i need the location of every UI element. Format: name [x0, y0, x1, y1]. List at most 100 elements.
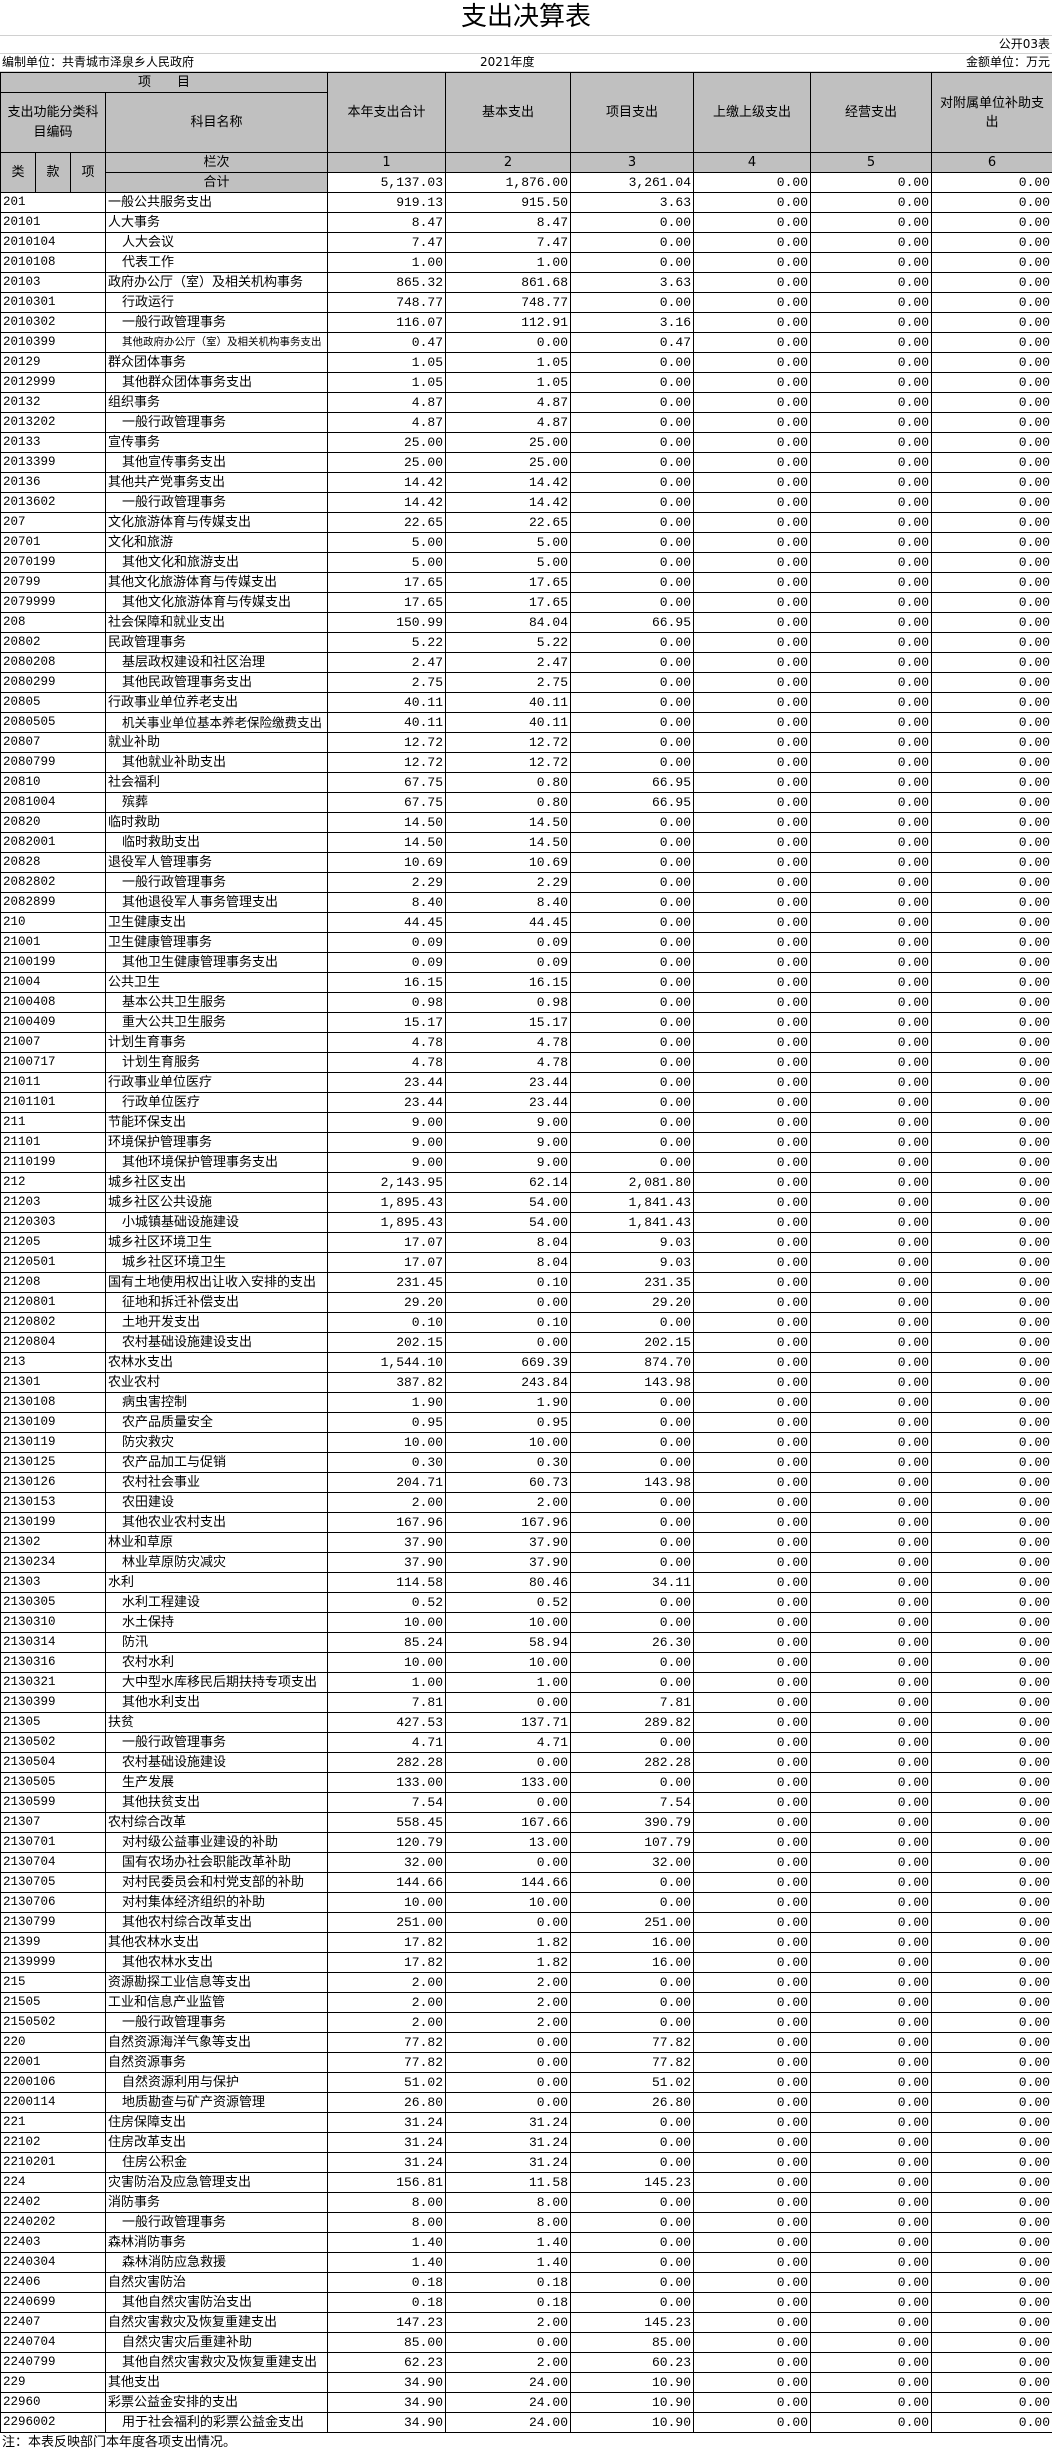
cell-code: 21011	[0, 1072, 106, 1093]
cell-subsidy: 0.00	[931, 632, 1052, 653]
table-row: 2010399 其他政府办公厅（室）及相关机构事务支出 0.47 0.00 0.47 0.…	[0, 332, 1052, 353]
cell-name: 城乡社区环境卫生	[104, 1252, 329, 1273]
cell-name: 防汛	[104, 1632, 329, 1653]
cell-basic: 0.00	[445, 332, 572, 353]
cell-operating: 0.00	[810, 612, 933, 633]
cell-operating: 0.00	[810, 1152, 933, 1173]
cell-basic: 0.00	[445, 1292, 572, 1313]
cell-basic: 133.00	[445, 1772, 572, 1793]
cell-total: 7.54	[327, 1792, 447, 1813]
cell-total: 147.23	[327, 2312, 447, 2333]
cell-name: 其他退役军人事务管理支出	[104, 892, 329, 913]
table-row: 2079999 其他文化旅游体育与传媒支出 17.65 17.65 0.00 0.00 0.…	[0, 592, 1052, 613]
cell-subsidy: 0.00	[931, 312, 1052, 333]
cell-basic: 0.00	[445, 2052, 572, 2073]
cell-basic: 14.50	[445, 812, 572, 833]
cell-operating: 0.00	[810, 2312, 933, 2333]
cell-remit: 0.00	[693, 732, 812, 753]
cell-name: 住房保障支出	[104, 2112, 329, 2133]
cell-name: 民政管理事务	[104, 632, 329, 653]
table-row: 201 一般公共服务支出 919.13 915.50 3.63 0.00 0.00 0.00	[0, 192, 1052, 213]
cell-project: 0.00	[570, 892, 695, 913]
cell-code: 20828	[0, 852, 106, 873]
table-row: 22102 住房改革支出 31.24 31.24 0.00 0.00 0.00 0.00	[0, 2132, 1052, 2153]
cell-total: 2.00	[327, 1492, 447, 1513]
cell-operating: 0.00	[810, 332, 933, 353]
header-lei: 类	[0, 152, 36, 193]
cell-operating: 0.00	[810, 1672, 933, 1693]
cell-operating: 0.00	[810, 1392, 933, 1413]
cell-remit: 0.00	[693, 932, 812, 953]
cell-subsidy: 0.00	[931, 1292, 1052, 1313]
cell-code: 2130316	[0, 1652, 106, 1673]
cell-subsidy: 0.00	[931, 2272, 1052, 2293]
cell-name: 一般行政管理事务	[104, 412, 329, 433]
cell-remit: 0.00	[693, 412, 812, 433]
cell-remit: 0.00	[693, 2052, 812, 2073]
cell-code: 2130505	[0, 1772, 106, 1793]
cell-basic: 15.17	[445, 1012, 572, 1033]
cell-total: 40.11	[327, 712, 447, 733]
cell-operating: 0.00	[810, 2212, 933, 2233]
cell-total: 85.24	[327, 1632, 447, 1653]
table-row: 2080299 其他民政管理事务支出 2.75 2.75 0.00 0.00 0.00 0.0…	[0, 672, 1052, 693]
cell-name: 其他卫生健康管理事务支出	[104, 952, 329, 973]
cell-code: 221	[0, 2112, 106, 2133]
cell-subsidy: 0.00	[931, 2212, 1052, 2233]
cell-name: 一般行政管理事务	[104, 2212, 329, 2233]
cell-operating: 0.00	[810, 952, 933, 973]
table-row: 20820 临时救助 14.50 14.50 0.00 0.00 0.00 0.00	[0, 812, 1052, 833]
cell-subsidy: 0.00	[931, 252, 1052, 273]
cell-remit: 0.00	[693, 2152, 812, 2173]
cell-remit: 0.00	[693, 1312, 812, 1333]
cell-name: 对村级公益事业建设的补助	[104, 1832, 329, 1853]
cell-code: 220	[0, 2032, 106, 2053]
table-row: 2082899 其他退役军人事务管理支出 8.40 8.40 0.00 0.00 0.00 0…	[0, 892, 1052, 913]
table-row: 21007 计划生育事务 4.78 4.78 0.00 0.00 0.00 0.00	[0, 1032, 1052, 1053]
cell-total: 77.82	[327, 2032, 447, 2053]
cell-name: 农村基础设施建设支出	[104, 1332, 329, 1353]
cell-operating: 0.00	[810, 572, 933, 593]
cell-name: 彩票公益金安排的支出	[104, 2392, 329, 2413]
cell-remit: 0.00	[693, 232, 812, 253]
cell-operating: 0.00	[810, 2232, 933, 2253]
cell-total: 2.29	[327, 872, 447, 893]
table-row: 2101101 行政单位医疗 23.44 23.44 0.00 0.00 0.00 0.00	[0, 1092, 1052, 1113]
table-row: 2240304 森林消防应急救援 1.40 1.40 0.00 0.00 0.00 0.00	[0, 2252, 1052, 2273]
header-col-project: 项目支出	[570, 72, 695, 153]
page-title: 支出决算表	[0, 0, 1052, 36]
table-row: 20701 文化和旅游 5.00 5.00 0.00 0.00 0.00 0.00	[0, 532, 1052, 553]
cell-basic: 0.10	[445, 1272, 572, 1293]
cell-total: 4.71	[327, 1732, 447, 1753]
cell-remit: 0.00	[693, 1752, 812, 1773]
header-col-basic: 基本支出	[445, 72, 572, 153]
cell-name: 文化旅游体育与传媒支出	[104, 512, 329, 533]
total-value: 1,876.00	[445, 172, 572, 193]
cell-total: 1.00	[327, 1672, 447, 1693]
cell-total: 31.24	[327, 2152, 447, 2173]
cell-name: 工业和信息产业监管	[104, 1992, 329, 2013]
cell-code: 2010108	[0, 252, 106, 273]
cell-name: 机关事业单位基本养老保险缴费支出	[104, 712, 329, 733]
cell-code: 22001	[0, 2052, 106, 2073]
cell-basic: 0.00	[445, 1912, 572, 1933]
table-row: 2130504 农村基础设施建设 282.28 0.00 282.28 0.00 0.00 0…	[0, 1752, 1052, 1773]
cell-total: 17.07	[327, 1252, 447, 1273]
cell-remit: 0.00	[693, 1232, 812, 1253]
table-row: 2130316 农村水利 10.00 10.00 0.00 0.00 0.00 0.00	[0, 1652, 1052, 1673]
cell-name: 林业草原防灾减灾	[104, 1552, 329, 1573]
cell-subsidy: 0.00	[931, 672, 1052, 693]
cell-name: 扶贫	[104, 1712, 329, 1733]
cell-name: 临时救助支出	[104, 832, 329, 853]
cell-remit: 0.00	[693, 1092, 812, 1113]
cell-remit: 0.00	[693, 792, 812, 813]
cell-name: 农村基础设施建设	[104, 1752, 329, 1773]
table-row: 2010301 行政运行 748.77 748.77 0.00 0.00 0.00 0.00	[0, 292, 1052, 313]
table-row: 21101 环境保护管理事务 9.00 9.00 0.00 0.00 0.00 0.00	[0, 1132, 1052, 1153]
cell-total: 67.75	[327, 772, 447, 793]
cell-total: 15.17	[327, 1012, 447, 1033]
cell-basic: 11.58	[445, 2172, 572, 2193]
cell-project: 1,841.43	[570, 1212, 695, 1233]
cell-subsidy: 0.00	[931, 1012, 1052, 1033]
cell-basic: 0.00	[445, 1792, 572, 1813]
